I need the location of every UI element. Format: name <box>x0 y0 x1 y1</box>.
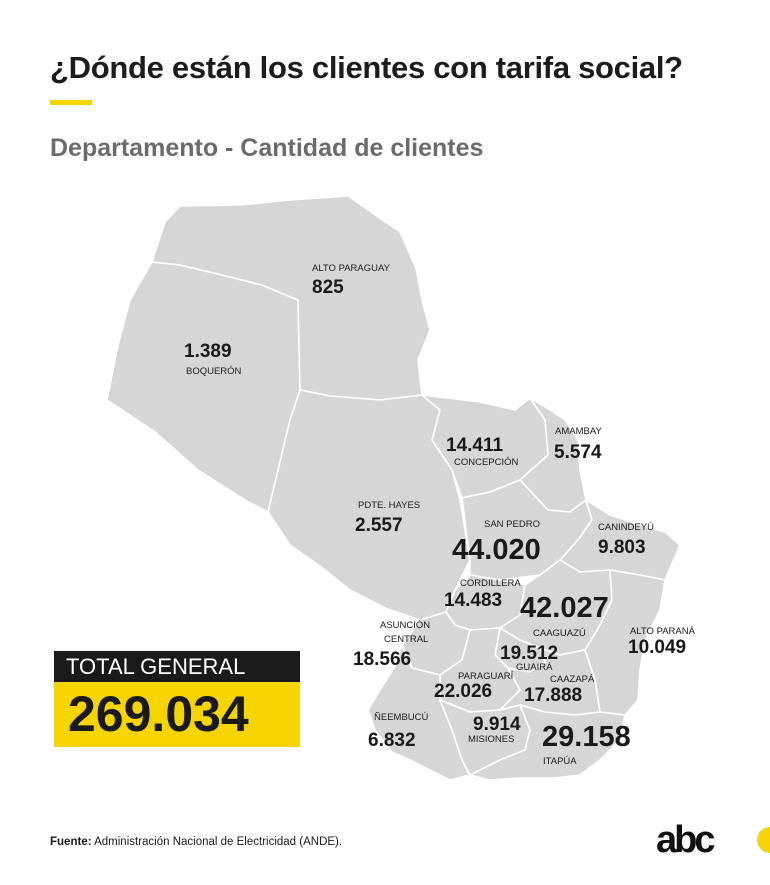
label-central: CENTRAL <box>384 634 428 645</box>
value-cordillera: 14.483 <box>444 590 502 611</box>
page-title: ¿Dónde están los clientes con tarifa soc… <box>50 50 683 85</box>
page-subtitle: Departamento - Cantidad de clientes <box>50 134 484 162</box>
value-misiones: 9.914 <box>473 714 521 735</box>
value-neembucu: 6.832 <box>368 730 416 751</box>
label-itapua: ITAPÚA <box>543 756 577 767</box>
label-boqueron: BOQUERÓN <box>186 366 242 377</box>
value-amambay: 5.574 <box>554 442 602 463</box>
label-caaguazu: CAAGUAZÚ <box>533 628 586 639</box>
value-alto-paraguay: 825 <box>312 277 344 298</box>
value-guaira: 19.512 <box>500 643 558 664</box>
value-caazapa: 17.888 <box>524 685 582 706</box>
label-concepcion: CONCEPCIÓN <box>454 457 519 468</box>
value-caaguazu: 42.027 <box>520 592 609 624</box>
value-alto-parana: 10.049 <box>628 637 686 658</box>
logo-yellow-dot <box>757 827 770 853</box>
value-concepcion: 14.411 <box>446 435 503 456</box>
source-text: Administración Nacional de Electricidad … <box>91 836 343 848</box>
label-canindeyu: CANINDEYÚ <box>598 522 654 533</box>
region-neembucu <box>367 644 471 781</box>
value-paraguari: 22.026 <box>434 681 492 702</box>
value-san-pedro: 44.020 <box>452 534 541 566</box>
source-note: Fuente: Administración Nacional de Elect… <box>50 836 342 848</box>
label-cordillera: CORDILLERA <box>460 578 521 589</box>
label-san-pedro: SAN PEDRO <box>484 519 540 530</box>
label-paraguari: PARAGUARÍ <box>458 671 514 682</box>
label-amambay: AMAMBAY <box>555 426 602 437</box>
value-central: 18.566 <box>353 649 411 670</box>
title-accent-bar <box>50 100 92 105</box>
value-canindeyu: 9.803 <box>598 537 646 558</box>
label-asuncion: ASUNCIÓN <box>380 620 430 631</box>
label-guaira: GUAIRÁ <box>516 662 553 673</box>
label-misiones: MISIONES <box>468 734 514 745</box>
label-neembucu: ÑEEMBUCÚ <box>374 712 429 723</box>
region-itapua <box>469 704 626 781</box>
total-general-value: 269.034 <box>54 682 300 747</box>
source-label: Fuente: <box>50 836 92 848</box>
value-pdte-hayes: 2.557 <box>355 515 403 536</box>
total-general-label: TOTAL GENERAL <box>54 651 300 682</box>
abc-logo: abc <box>656 820 770 860</box>
value-itapua: 29.158 <box>542 721 631 753</box>
label-alto-parana: ALTO PARANÁ <box>630 626 696 637</box>
region-alto-paraguay <box>151 195 431 401</box>
label-caazapa: CAAZAPÁ <box>550 674 595 685</box>
logo-text: abc <box>656 820 715 860</box>
label-alto-paraguay: ALTO PARAGUAY <box>312 263 391 274</box>
label-pdte-hayes: PDTE. HAYES <box>358 500 420 511</box>
region-alto-parana <box>584 569 666 716</box>
total-general-box: TOTAL GENERAL 269.034 <box>54 651 300 747</box>
value-boqueron: 1.389 <box>184 341 232 362</box>
